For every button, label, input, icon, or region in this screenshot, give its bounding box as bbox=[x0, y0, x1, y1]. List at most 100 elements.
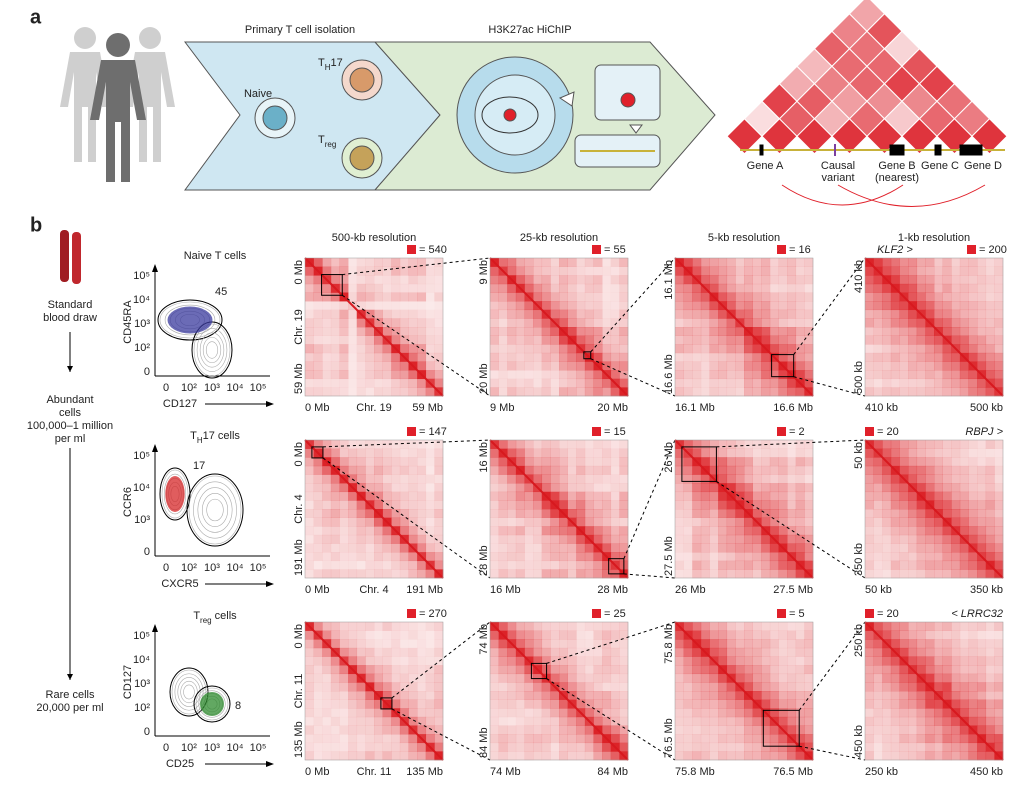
contact-cell bbox=[559, 491, 568, 501]
contact-cell bbox=[490, 500, 499, 510]
contact-cell bbox=[348, 699, 358, 709]
contact-cell bbox=[399, 552, 409, 562]
contact-cell bbox=[322, 509, 332, 518]
contact-cell bbox=[692, 682, 702, 692]
contact-cell bbox=[408, 716, 418, 726]
contact-cell bbox=[985, 318, 995, 328]
contact-cell bbox=[951, 474, 961, 484]
contact-cell bbox=[322, 630, 332, 640]
contact-cell bbox=[305, 266, 314, 276]
contact-cell bbox=[890, 318, 900, 328]
diagonal bbox=[489, 621, 629, 761]
contact-cell bbox=[576, 301, 586, 311]
contact-cell bbox=[865, 483, 874, 493]
contact-cell bbox=[942, 552, 952, 562]
contact-cell bbox=[985, 448, 995, 458]
contact-cell bbox=[584, 656, 594, 666]
contact-cell bbox=[408, 387, 418, 397]
contact-cell bbox=[804, 665, 814, 675]
contact-cell bbox=[365, 361, 375, 371]
contact-cell bbox=[934, 266, 943, 276]
contact-cell bbox=[434, 552, 444, 562]
contact-cell bbox=[925, 344, 935, 354]
contact-cell bbox=[744, 708, 753, 718]
contact-cell bbox=[550, 266, 560, 276]
contact-cell bbox=[348, 622, 358, 631]
contact-cell bbox=[610, 656, 620, 666]
contact-cell bbox=[744, 448, 753, 458]
contact-cell bbox=[752, 560, 762, 570]
contact-cell bbox=[726, 474, 736, 484]
contact-cell bbox=[925, 622, 935, 631]
contact-cell bbox=[507, 708, 517, 718]
contact-cell bbox=[882, 630, 892, 640]
contact-cell bbox=[977, 335, 987, 345]
contact-cell bbox=[610, 630, 620, 640]
contact-cell bbox=[348, 552, 358, 562]
contact-cell bbox=[348, 258, 357, 267]
contact-cell bbox=[726, 552, 736, 562]
contact-cell bbox=[959, 751, 969, 761]
contact-cell bbox=[942, 457, 952, 467]
contact-cell bbox=[348, 448, 358, 458]
contact-cell bbox=[541, 552, 551, 562]
contact-cell bbox=[994, 691, 1004, 700]
contact-cell bbox=[916, 361, 926, 371]
contact-cell bbox=[692, 309, 702, 319]
contact-cell bbox=[692, 258, 702, 267]
contact-cell bbox=[584, 457, 594, 467]
contact-cell bbox=[804, 647, 814, 657]
contact-cell bbox=[490, 665, 499, 675]
contact-cell bbox=[490, 725, 499, 735]
contact-cell bbox=[795, 448, 805, 458]
contact-cell bbox=[908, 474, 918, 484]
contact-cell bbox=[873, 327, 883, 336]
contact-cell bbox=[873, 292, 883, 302]
contact-cell bbox=[692, 509, 702, 518]
contact-cell bbox=[356, 440, 366, 449]
contact-cell bbox=[718, 639, 728, 649]
contact-cell bbox=[365, 560, 375, 570]
contact-cell bbox=[890, 534, 900, 544]
contact-cell bbox=[873, 665, 883, 675]
contact-cell bbox=[339, 457, 349, 467]
contact-cell bbox=[399, 474, 409, 484]
contact-cell bbox=[339, 716, 349, 726]
contact-cell bbox=[899, 708, 909, 718]
contact-cell bbox=[313, 500, 323, 510]
contact-cell bbox=[795, 543, 805, 553]
contact-cell bbox=[951, 543, 961, 553]
contact-cell bbox=[959, 440, 969, 449]
contact-cell bbox=[322, 534, 332, 544]
contact-cell bbox=[515, 543, 525, 553]
contact-cell bbox=[524, 283, 534, 293]
contact-cell bbox=[735, 552, 745, 562]
contact-cell bbox=[908, 309, 918, 319]
contact-cell bbox=[322, 500, 332, 510]
contact-cell bbox=[602, 293, 611, 302]
contact-cell bbox=[985, 327, 995, 336]
contact-cell bbox=[515, 742, 525, 752]
contact-cell bbox=[399, 509, 409, 518]
contact-cell bbox=[322, 387, 332, 397]
contact-cell bbox=[507, 725, 517, 735]
contact-cell bbox=[700, 509, 710, 518]
x-tick-label: 10² bbox=[181, 742, 197, 754]
contact-cell bbox=[899, 526, 909, 536]
contact-cell bbox=[584, 569, 594, 579]
y-tick-label: 10² bbox=[134, 342, 150, 354]
contact-cell bbox=[968, 378, 978, 388]
contact-cell bbox=[804, 716, 814, 726]
contact-cell bbox=[507, 751, 517, 761]
contact-cell bbox=[683, 370, 693, 380]
contact-cell bbox=[382, 751, 392, 761]
contact-cell bbox=[726, 543, 736, 553]
contact-cell bbox=[959, 647, 969, 657]
contact-cell bbox=[951, 622, 961, 631]
contact-cell bbox=[567, 630, 577, 640]
contact-cell bbox=[968, 647, 978, 657]
contact-cell bbox=[356, 387, 366, 397]
contact-cell bbox=[761, 309, 771, 319]
contact-cell bbox=[735, 335, 745, 345]
contact-cell bbox=[778, 517, 788, 527]
